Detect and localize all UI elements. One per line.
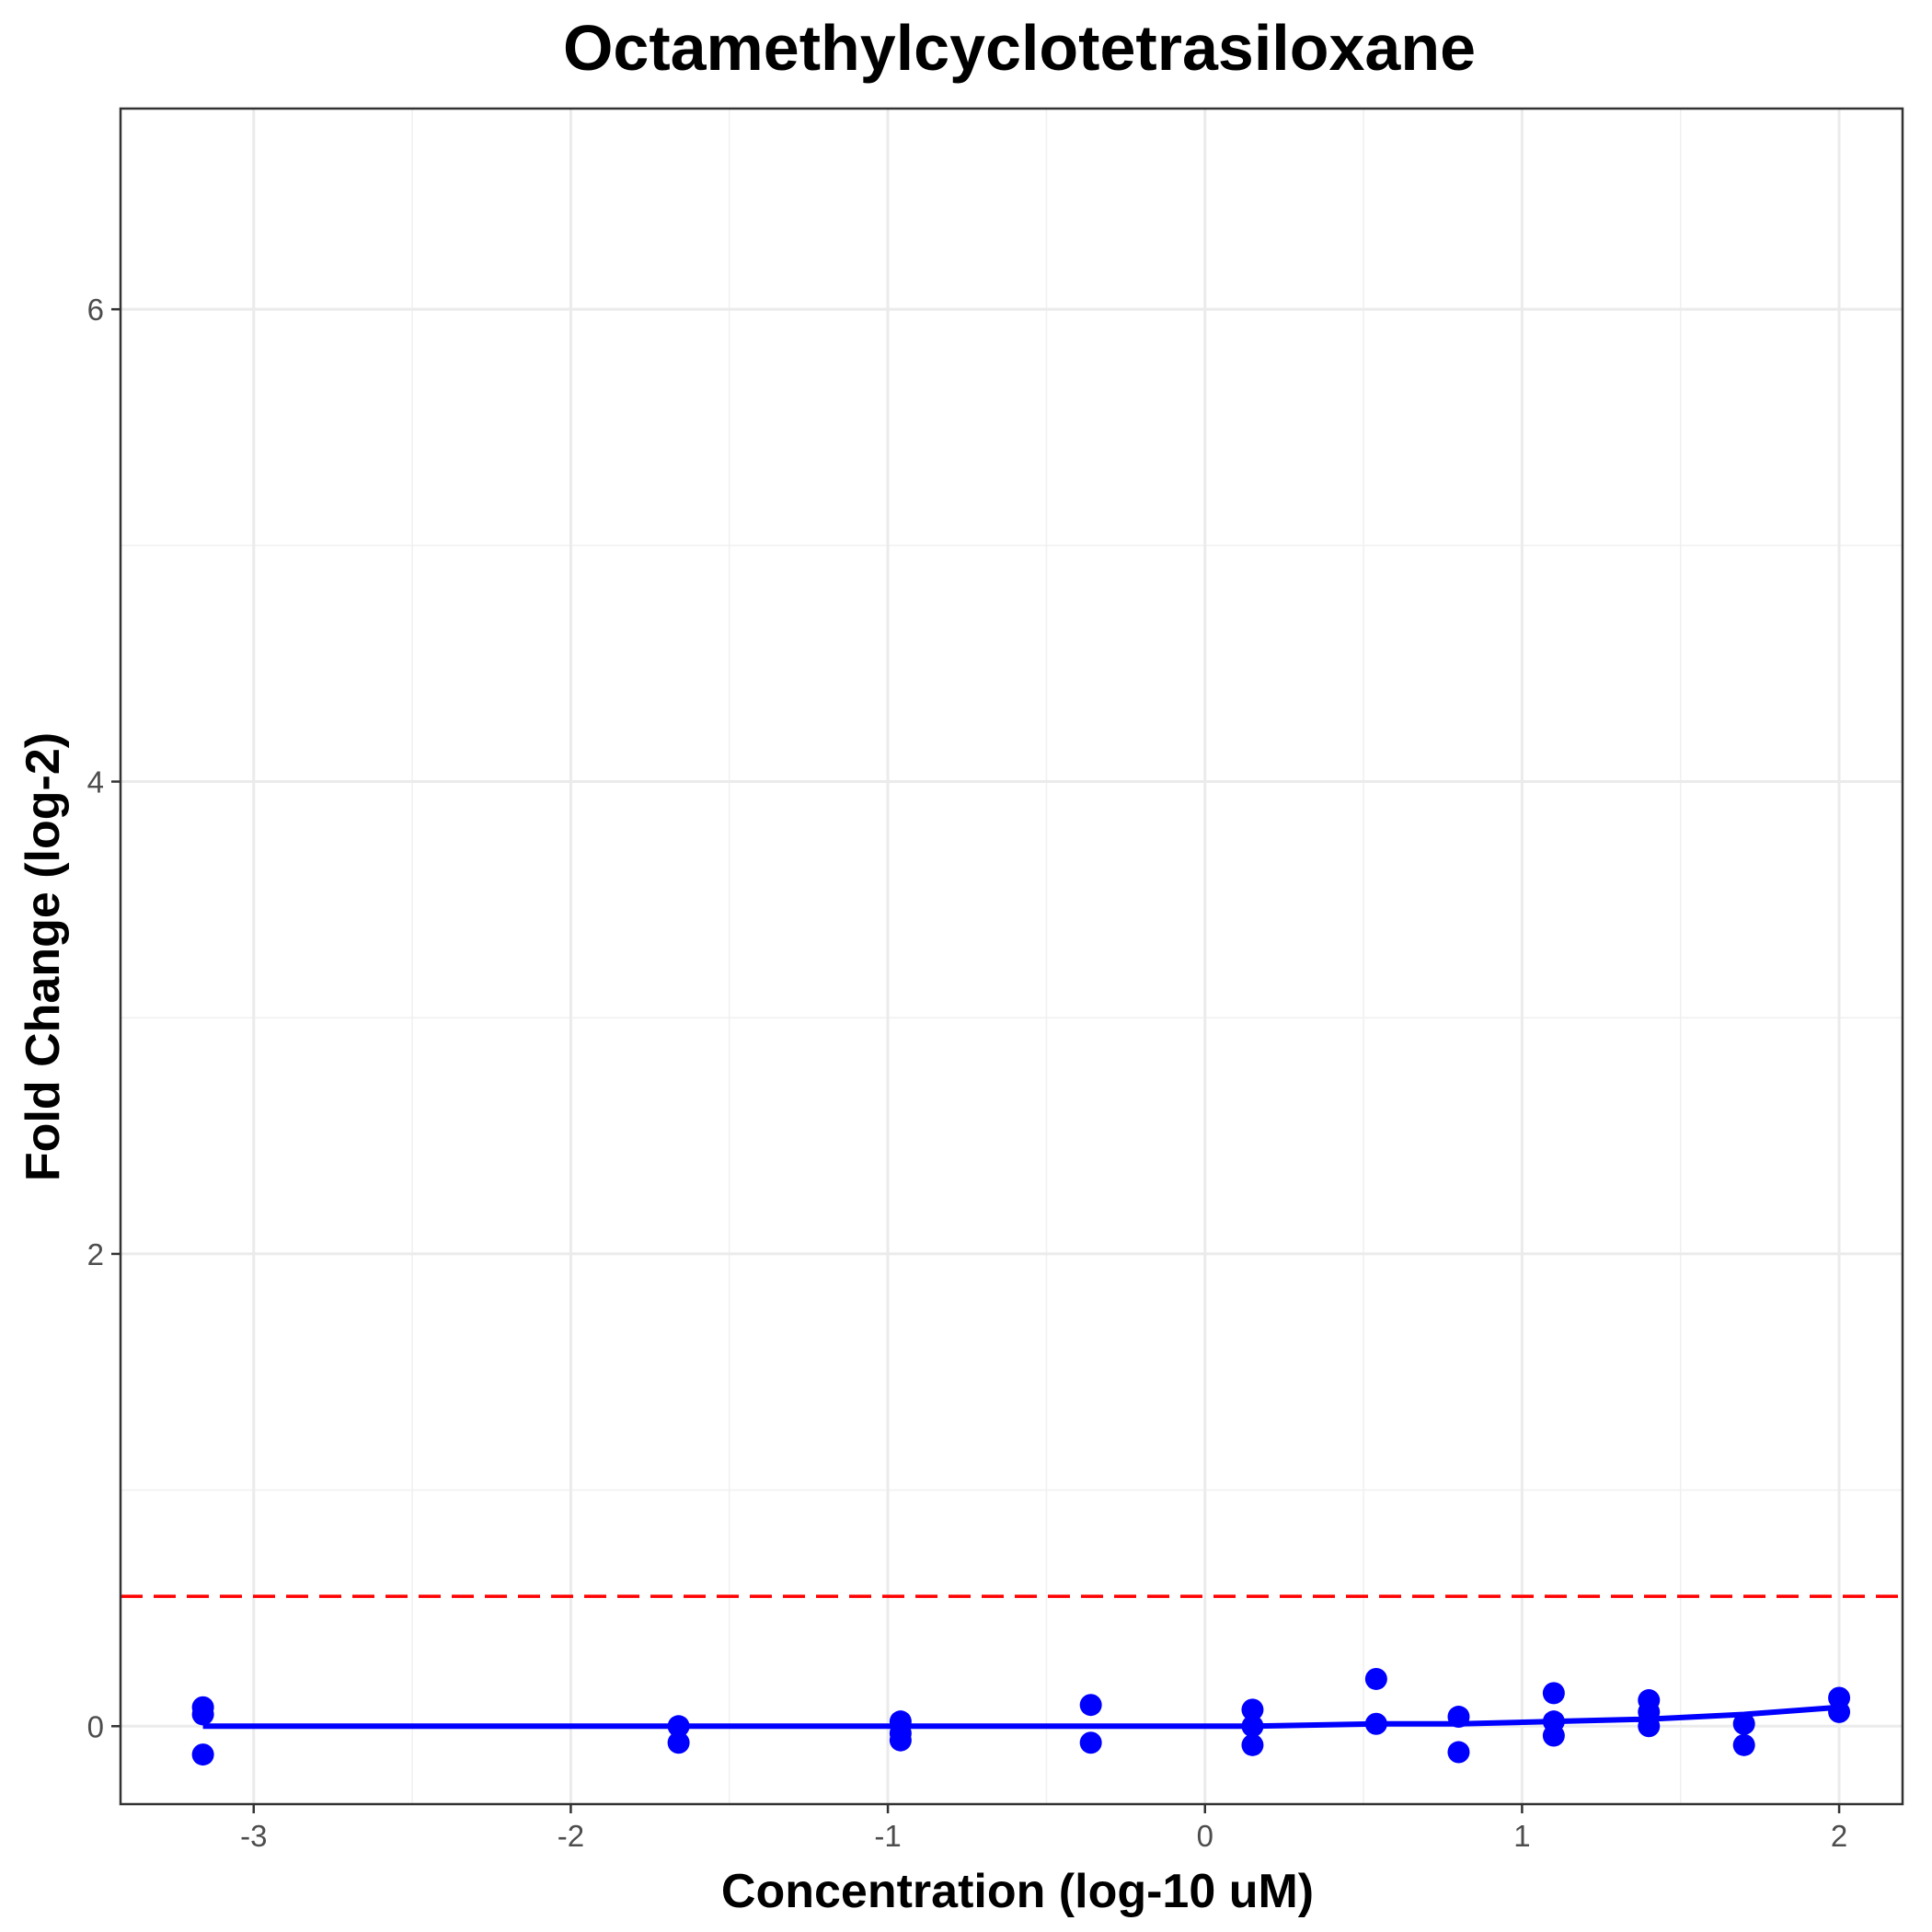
chart-title: Octamethylcyclotetrasiloxane <box>563 12 1476 84</box>
x-tick-label: 1 <box>1513 1819 1530 1853</box>
x-tick-label: -1 <box>874 1819 901 1853</box>
data-point <box>1079 1731 1102 1754</box>
y-tick-label: 6 <box>87 293 104 327</box>
fit-layer <box>202 1704 1840 1730</box>
data-point <box>1447 1741 1470 1764</box>
data-point <box>1828 1700 1851 1723</box>
data-point <box>667 1731 690 1754</box>
data-point <box>889 1729 912 1752</box>
grid-layer <box>121 109 1903 1804</box>
plot-panel-border <box>119 107 1904 1806</box>
data-point <box>191 1703 214 1726</box>
data-point <box>1638 1715 1661 1738</box>
x-tick-label: -3 <box>240 1819 267 1853</box>
data-point <box>1364 1712 1387 1735</box>
x-axis-title: Concentration (log-10 uM) <box>721 1865 1314 1918</box>
point-layer <box>191 1667 1851 1766</box>
data-point <box>1241 1733 1264 1756</box>
data-point <box>1079 1694 1102 1717</box>
data-point <box>1542 1724 1565 1747</box>
y-tick-label: 4 <box>87 765 104 799</box>
x-tick-label: 0 <box>1197 1819 1213 1853</box>
axis-layer: -3 -2 -1 0 1 2 0 2 4 6 <box>87 293 1848 1853</box>
data-point <box>1364 1667 1387 1690</box>
y-axis-title: Fold Change (log-2) <box>17 732 70 1181</box>
data-point <box>1241 1698 1264 1721</box>
data-point <box>1241 1715 1264 1738</box>
data-point <box>1732 1733 1755 1756</box>
fit-curve <box>202 1704 1840 1730</box>
data-point <box>1732 1712 1755 1735</box>
y-tick-label: 0 <box>87 1709 104 1743</box>
y-tick-label: 2 <box>87 1237 104 1271</box>
x-tick-label: -2 <box>558 1819 584 1853</box>
data-point <box>1542 1682 1565 1705</box>
x-tick-label: 2 <box>1831 1819 1847 1853</box>
data-point <box>667 1715 690 1738</box>
data-point <box>1447 1706 1470 1729</box>
data-point <box>191 1743 214 1766</box>
